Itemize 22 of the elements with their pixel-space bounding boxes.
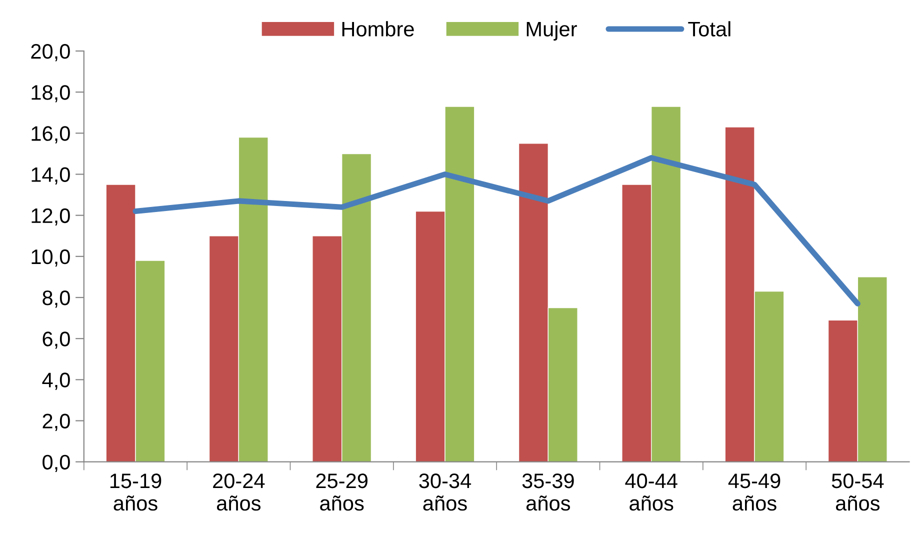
y-tick-label: 0,0 [42,454,70,472]
y-tick-label: 6,0 [42,332,70,349]
legend-label: Total [688,21,730,36]
x-tick-label: 50-54 años [832,473,884,511]
y-tick-label: 2,0 [42,414,70,431]
x-tick-label: 25-29 años [316,473,368,511]
y-tick-label: 16,0 [32,126,70,144]
y-tick-label: 18,0 [32,85,70,102]
x-tick-label: 40-44 años [625,473,678,511]
x-tick-label: 20-24 años [213,473,265,511]
x-tick-label: 30-34 años [419,473,472,511]
y-tick-label: 8,0 [42,290,70,308]
x-tick-label: 15-19 años [110,473,162,511]
y-tick-label: 14,0 [32,167,70,184]
x-tick-label: 35-39 años [522,473,574,511]
legend-label: Mujer [526,21,577,41]
x-tick-label: 45-49 años [728,473,780,511]
y-tick-label: 20,0 [31,44,70,62]
y-tick-label: 10,0 [32,249,70,267]
y-tick-label: 12,0 [32,208,70,226]
legend-label: Hombre [342,21,414,36]
y-tick-label: 4,0 [42,372,70,390]
